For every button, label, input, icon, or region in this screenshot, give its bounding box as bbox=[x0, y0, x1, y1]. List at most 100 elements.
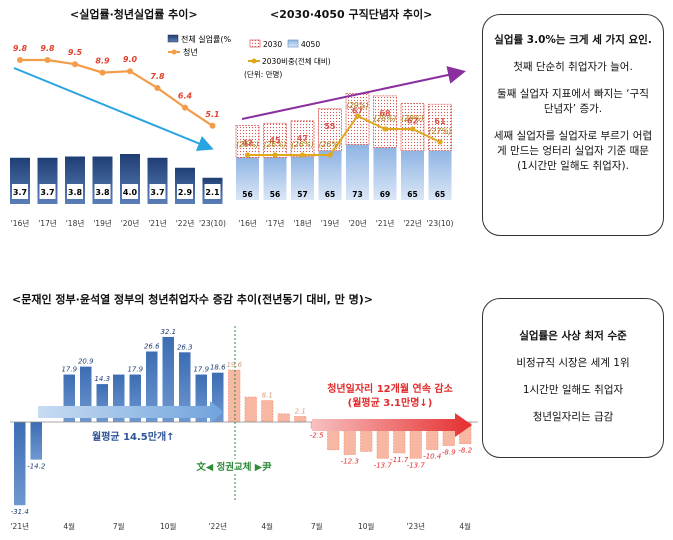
bar-4050-label: 56 bbox=[242, 190, 252, 199]
x-tick-label: '23(10) bbox=[426, 219, 453, 228]
bar-value-label: 17.9 bbox=[61, 366, 77, 374]
share-label: (26%) bbox=[291, 140, 314, 149]
bar-youth-employment bbox=[212, 372, 224, 422]
bar-youth-employment bbox=[30, 422, 42, 460]
bar-value-label: 20.9 bbox=[78, 358, 94, 366]
youth-point bbox=[17, 57, 23, 63]
bar-value-label: 4.0 bbox=[123, 188, 138, 197]
youth-point bbox=[154, 85, 161, 91]
bar-value-label: 3.7 bbox=[13, 188, 27, 197]
legend-4050: 4050 bbox=[301, 40, 320, 49]
x-tick-label: '22년 bbox=[403, 218, 422, 228]
box1-point-3: 세째 실업자를 실업자로 부르기 어렵게 만드는 엉터리 실업자 기준 때문 (… bbox=[493, 130, 653, 172]
chart1-legend: 전체 실업률(%) 청년 bbox=[167, 34, 232, 57]
summary-box-1: 실업률 3.0%는 크게 세 가지 요인. 첫째 단순히 취업자가 늘어. 둘째… bbox=[482, 14, 664, 236]
bar-youth-employment bbox=[343, 421, 356, 455]
share-label: (28%) bbox=[374, 114, 397, 123]
summary-box-2: 실업률은 사상 최저 수준 비정규직 시장은 세계 1위 1시간만 일해도 취업… bbox=[482, 298, 664, 458]
youth-point bbox=[182, 104, 188, 111]
box2-item-3: 청년일자리는 급감 bbox=[532, 411, 614, 423]
bar-value-label: -10.4 bbox=[423, 453, 441, 461]
bar-2030-label: 47 bbox=[297, 134, 308, 143]
youth-employment-chart: -31.4-14.217.920.914.317.926.632.126.317… bbox=[10, 326, 478, 531]
x-tick-label: '19년 bbox=[321, 218, 340, 228]
discouraged-workers-chart: 2030 4050 2030비중(전체 대비) (단위: 만명) 42 56 45 5… bbox=[235, 39, 466, 228]
x-tick-label: '22년 bbox=[176, 218, 195, 228]
bar-value-label: -14.2 bbox=[27, 463, 46, 471]
bar-youth-employment bbox=[393, 421, 406, 454]
bar-label-bg bbox=[94, 184, 111, 199]
x-tick-label: '19년 bbox=[93, 218, 112, 228]
bar-4050 bbox=[291, 156, 314, 200]
bar-label-bg bbox=[67, 184, 83, 199]
bar-value-label: 2.1 bbox=[205, 188, 220, 197]
bar-youth-employment bbox=[146, 351, 158, 422]
bar-4050-label: 57 bbox=[297, 190, 307, 199]
bar-4050-label: 56 bbox=[270, 190, 280, 199]
bar-2030 bbox=[373, 95, 397, 148]
youth-line bbox=[20, 58, 214, 127]
bar-value-label: -11.7 bbox=[390, 456, 409, 464]
youth-value-label: 5.1 bbox=[205, 110, 219, 119]
bar-4050 bbox=[346, 144, 369, 200]
bar-youth-employment bbox=[228, 369, 241, 423]
bar-value-label: 18.6 bbox=[210, 364, 226, 372]
regime-change-label: 文◀ 정권교체 ▶尹 bbox=[195, 461, 272, 473]
youth-point bbox=[44, 57, 51, 63]
youth-point bbox=[99, 69, 106, 76]
x-tick-label: '20년 bbox=[121, 218, 140, 228]
bar-label-bg bbox=[177, 184, 193, 199]
bar-value-label: 17.9 bbox=[127, 366, 143, 374]
bar-4050-label: 73 bbox=[352, 190, 362, 199]
bar-4050 bbox=[263, 157, 287, 200]
x-tick-label: 4월 bbox=[459, 521, 471, 531]
bar-value-label: 2.9 bbox=[178, 188, 193, 197]
share-label: (26%) bbox=[236, 140, 259, 149]
youth-value-label: 9.5 bbox=[68, 48, 83, 57]
share-line bbox=[247, 114, 441, 156]
x-tick-label: '23(10) bbox=[199, 219, 226, 228]
x-tick-label: '23년 bbox=[406, 521, 425, 531]
right-decline-title: 청년일자리 12개월 연속 감소 bbox=[327, 382, 453, 395]
x-tick-label: 7월 bbox=[113, 521, 125, 531]
bar-value-label: 32.1 bbox=[160, 328, 176, 336]
x-tick-label: '21년 bbox=[148, 218, 167, 228]
bar-label-bg bbox=[149, 184, 166, 199]
right-decline-arrow: 청년일자리 12개월 연속 감소 (월평균 3.1만명↓) bbox=[312, 382, 472, 437]
chart1-title: <실업률·청년실업률 추이> bbox=[70, 8, 198, 21]
purple-trend-arrow bbox=[241, 66, 466, 120]
youth-value-label: 6.4 bbox=[178, 92, 193, 101]
bar-youth-employment bbox=[96, 384, 108, 422]
youth-point bbox=[72, 61, 78, 68]
youth-value-label: 7.8 bbox=[150, 72, 165, 81]
bar-youth-employment bbox=[426, 421, 439, 450]
bar-youth-employment bbox=[294, 416, 307, 423]
x-tick-label: '20년 bbox=[348, 218, 367, 228]
bar-value-label: 8.1 bbox=[262, 392, 273, 400]
share-point bbox=[437, 139, 443, 145]
bar-4050 bbox=[401, 150, 424, 200]
box1-heading: 실업률 3.0%는 크게 세 가지 요인. bbox=[494, 34, 652, 46]
share-point bbox=[299, 152, 306, 158]
bar-youth-employment bbox=[244, 396, 257, 423]
x-tick-label: 7월 bbox=[311, 521, 323, 531]
bar-4050-label: 69 bbox=[380, 190, 390, 199]
share-point bbox=[244, 152, 251, 158]
bar-value-label: 3.7 bbox=[150, 188, 164, 197]
share-label: (29%) bbox=[346, 101, 369, 110]
left-average-arrow: 월평균 14.5만개↑ bbox=[38, 401, 224, 443]
x-tick-label: 4월 bbox=[261, 521, 273, 531]
share-point bbox=[409, 126, 416, 132]
box2-item-2: 1시간만 일해도 취업자 bbox=[522, 384, 624, 396]
bar-2030-label: 61 bbox=[434, 117, 446, 126]
bar-youth-employment bbox=[179, 352, 191, 422]
bar-2030-label: 45 bbox=[269, 136, 281, 145]
bar-label-bg bbox=[122, 184, 138, 199]
trend-arrow bbox=[13, 67, 214, 151]
x-tick-label: '17년 bbox=[266, 218, 285, 228]
box1-point-1: 첫째 단순히 취업자가 늘어. bbox=[513, 61, 633, 73]
bar-value-label: 3.8 bbox=[68, 188, 83, 197]
youth-value-label: 9.8 bbox=[40, 44, 55, 53]
bar-youth-employment bbox=[409, 421, 422, 459]
bar-youth-employment bbox=[162, 336, 174, 422]
